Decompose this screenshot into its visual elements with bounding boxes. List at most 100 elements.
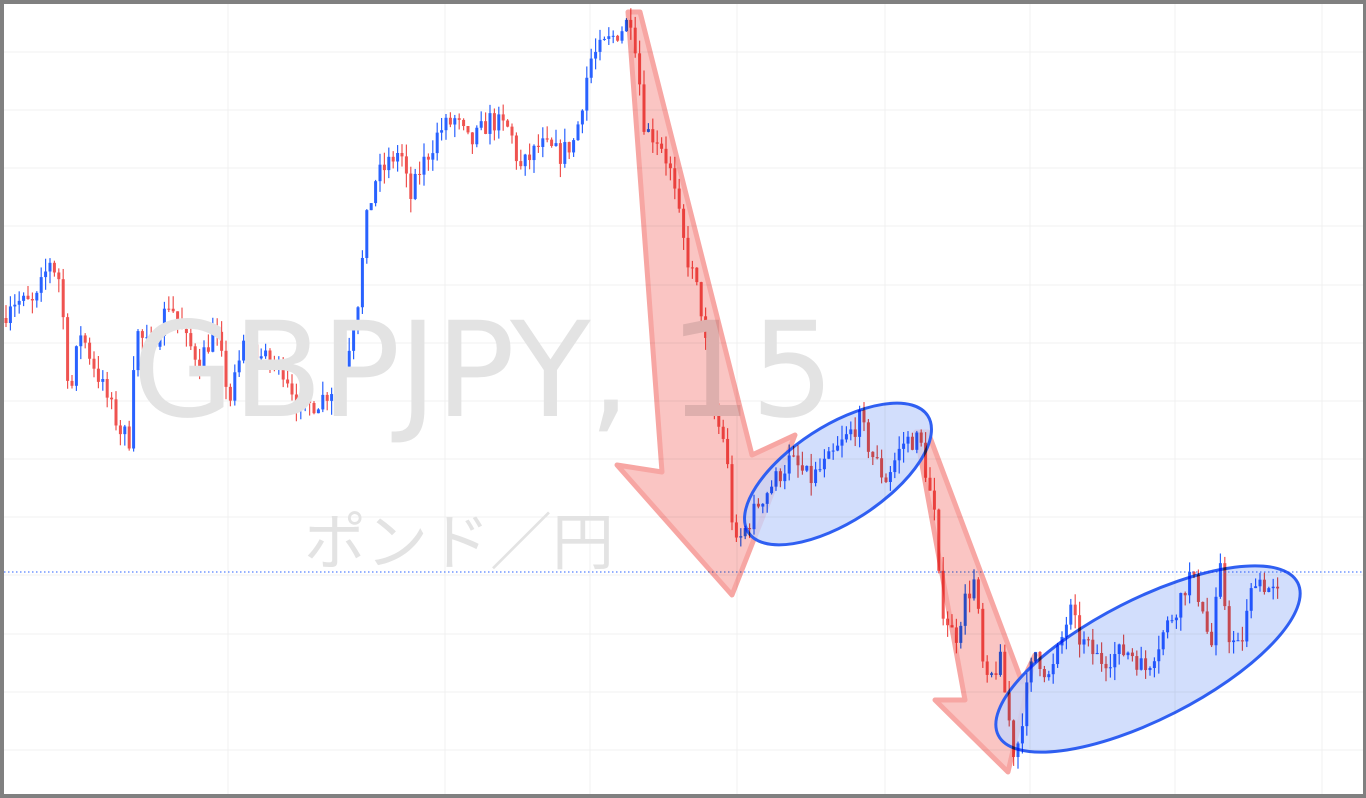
candle-body xyxy=(132,370,136,449)
candle-body xyxy=(154,338,158,347)
candle-body xyxy=(303,397,307,401)
candle xyxy=(1069,598,1073,630)
candle-body xyxy=(378,164,382,182)
candle-body xyxy=(158,335,162,347)
candle-body xyxy=(422,156,426,175)
candle xyxy=(184,326,188,347)
candle-body xyxy=(79,335,83,347)
range-ellipse-annotation xyxy=(743,401,933,547)
candle-body xyxy=(941,570,945,619)
candle xyxy=(356,306,360,335)
candle xyxy=(299,387,303,420)
candle-body xyxy=(281,361,285,380)
candle xyxy=(48,258,52,284)
candle-body xyxy=(510,126,514,136)
candle-body xyxy=(594,51,598,59)
candle xyxy=(580,109,584,134)
candle-body xyxy=(4,318,8,323)
candle-body xyxy=(409,173,413,199)
candle-body xyxy=(136,331,140,371)
candle xyxy=(536,134,540,153)
candle-body xyxy=(400,152,404,157)
candle xyxy=(224,340,228,400)
candle xyxy=(114,391,118,431)
candle-body xyxy=(237,360,241,373)
candle xyxy=(220,321,224,357)
candle-body xyxy=(48,262,52,272)
candle xyxy=(616,34,620,42)
candle-body xyxy=(356,307,360,331)
candle xyxy=(611,30,615,44)
annotation-layer xyxy=(614,9,1302,775)
candle xyxy=(510,123,514,144)
candle-body xyxy=(211,330,215,352)
candle xyxy=(519,149,523,170)
candle-body xyxy=(554,143,558,146)
candle-body xyxy=(92,358,96,369)
candle-body xyxy=(576,124,580,141)
candle xyxy=(567,141,571,160)
candle xyxy=(22,292,26,307)
candle-body xyxy=(343,366,347,381)
candle xyxy=(396,145,400,172)
candle xyxy=(123,424,127,446)
candle-body xyxy=(365,210,369,258)
candle xyxy=(462,118,466,131)
candle-body xyxy=(308,397,312,403)
candle xyxy=(400,144,404,167)
candle-body xyxy=(167,308,171,310)
candle-body xyxy=(1192,571,1196,575)
candle xyxy=(501,104,505,131)
candle-body xyxy=(17,300,21,305)
candle xyxy=(88,337,92,365)
candle-body xyxy=(233,372,237,401)
candle xyxy=(180,307,184,330)
candle xyxy=(8,296,12,331)
candle xyxy=(154,334,158,348)
candle-body xyxy=(127,426,131,449)
candle-body xyxy=(96,368,100,382)
candle xyxy=(545,126,549,143)
candle-body xyxy=(118,425,122,435)
candle xyxy=(316,408,320,414)
candle xyxy=(387,147,391,179)
candle xyxy=(558,139,562,178)
candle xyxy=(215,318,219,346)
candle-body xyxy=(550,139,554,146)
candle xyxy=(378,153,382,192)
candle-body xyxy=(501,114,505,121)
candle xyxy=(281,357,285,388)
candle xyxy=(1073,594,1077,629)
candle-body xyxy=(946,618,950,626)
candle xyxy=(352,327,356,360)
candle-body xyxy=(607,36,611,39)
candle xyxy=(57,268,61,293)
candle xyxy=(13,294,17,318)
candle-body xyxy=(220,331,224,351)
candle xyxy=(541,127,545,158)
candle xyxy=(576,121,580,141)
candle-body xyxy=(272,363,276,365)
candle xyxy=(620,26,624,44)
candle-body xyxy=(1064,624,1068,637)
candle xyxy=(554,129,558,147)
candle-body xyxy=(431,153,435,160)
candle xyxy=(448,112,452,128)
candle xyxy=(228,383,232,407)
candle-body xyxy=(563,142,567,164)
candle-body xyxy=(184,328,188,334)
candle-body xyxy=(528,154,532,161)
candle xyxy=(497,106,501,139)
candle-body xyxy=(193,346,197,360)
candle xyxy=(330,387,334,415)
candle-body xyxy=(242,340,246,361)
candle-body xyxy=(180,320,184,329)
candle-body xyxy=(316,409,320,414)
candle xyxy=(83,333,87,349)
candle-body xyxy=(453,118,457,125)
candle xyxy=(426,153,430,171)
candle xyxy=(572,138,576,157)
candle xyxy=(233,364,237,406)
candle xyxy=(594,38,598,70)
